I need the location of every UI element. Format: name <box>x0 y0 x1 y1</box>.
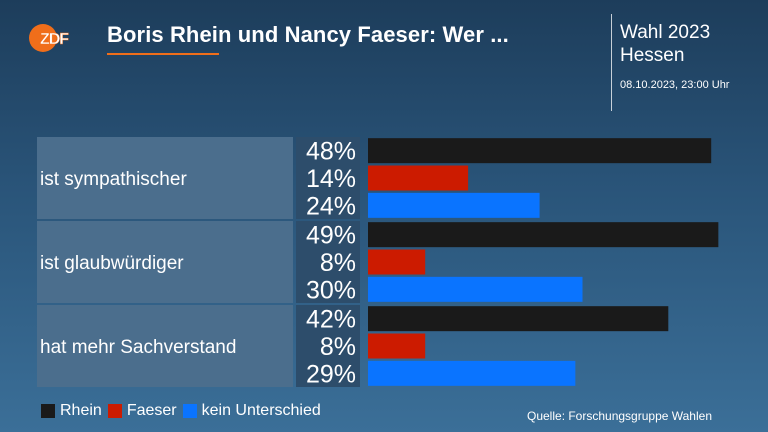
legend-label-kein-unterschied: kein Unterschied <box>201 402 321 419</box>
bar-rhein <box>368 222 719 248</box>
data-label: 48% <box>306 138 356 166</box>
category-label: ist glaubwürdiger <box>40 253 184 274</box>
data-label: 30% <box>306 276 356 304</box>
data-label: 14% <box>306 165 356 193</box>
data-label: 42% <box>306 306 356 334</box>
data-label: 49% <box>306 222 356 250</box>
data-label: 24% <box>306 192 356 220</box>
data-label: 8% <box>320 333 356 361</box>
election-info: Wahl 2023 Hessen <box>620 21 710 67</box>
source-note: Quelle: Forschungsgruppe Wahlen <box>527 409 712 423</box>
legend-label-faeser: Faeser <box>126 402 177 419</box>
category-box <box>37 137 293 219</box>
legend: Rhein Faeser kein Unterschied <box>41 402 327 420</box>
legend-swatch-kein-unterschied <box>182 404 197 418</box>
bar-faeser <box>368 249 426 275</box>
bar-kein-unterschied <box>368 360 576 386</box>
bar-kein-unterschied <box>368 276 583 302</box>
header-divider <box>611 14 612 111</box>
election-region: Hessen <box>620 45 685 66</box>
legend-label-rhein: Rhein <box>60 402 102 419</box>
value-box <box>296 305 360 387</box>
legend-item-rhein: Rhein <box>41 402 102 420</box>
bar-faeser <box>368 333 426 359</box>
data-label: 8% <box>320 249 356 277</box>
legend-item-kein-unterschied: kein Unterschied <box>182 402 321 420</box>
svg-text:ZDF: ZDF <box>40 31 69 48</box>
election-name: Wahl 2023 <box>620 22 711 43</box>
legend-swatch-faeser <box>107 404 122 418</box>
title-underline <box>107 53 219 55</box>
zdf-logo: ZDF <box>29 24 70 52</box>
category-label: hat mehr Sachverstand <box>40 337 236 358</box>
legend-swatch-rhein <box>41 404 55 418</box>
bar-faeser <box>368 165 469 191</box>
timestamp: 08.10.2023, 23:00 Uhr <box>620 79 730 91</box>
bar-rhein <box>368 138 712 164</box>
chart-title: Boris Rhein und Nancy Faeser: Wer ... <box>107 22 509 47</box>
category-label: ist sympathischer <box>40 169 187 190</box>
value-box <box>296 137 360 219</box>
bar-kein-unterschied <box>368 192 540 218</box>
data-label: 29% <box>306 360 356 388</box>
value-box <box>296 221 360 303</box>
category-box <box>37 305 293 387</box>
legend-item-faeser: Faeser <box>107 402 177 420</box>
category-box <box>37 221 293 303</box>
bar-rhein <box>368 306 669 332</box>
